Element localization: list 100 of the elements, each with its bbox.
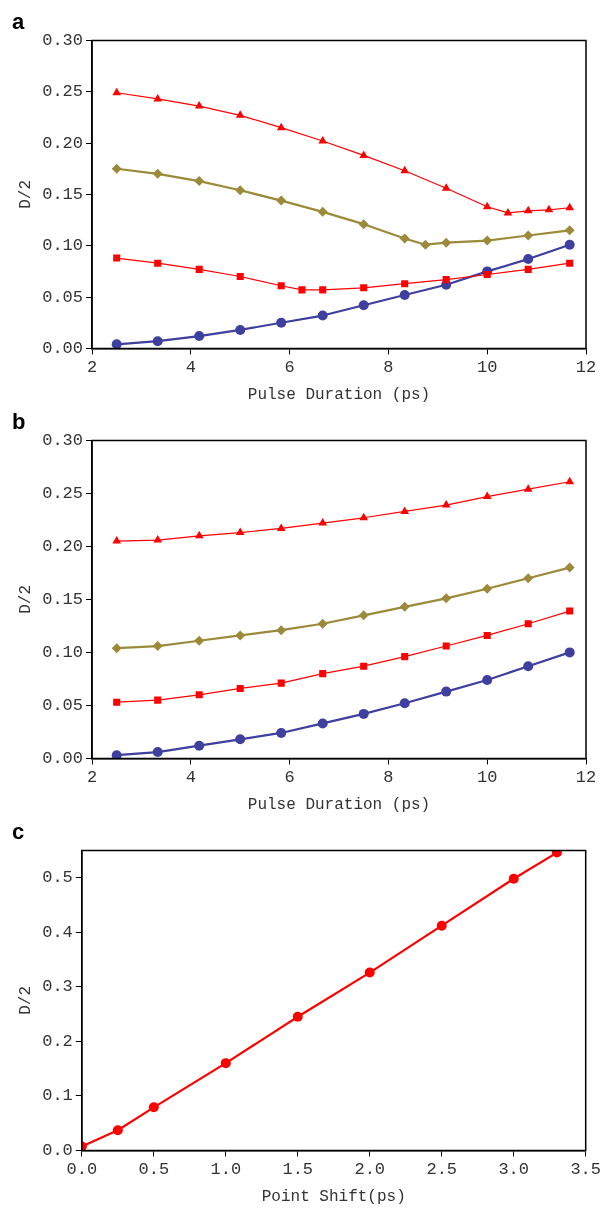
chart-title: a [12, 9, 25, 35]
x-axis-title: Point Shift(ps) [261, 1187, 406, 1206]
y-tick-label: 0.0 [42, 1140, 73, 1160]
point [523, 573, 534, 584]
x-tick-label: 10 [477, 358, 498, 378]
point [318, 136, 328, 144]
point [235, 527, 245, 536]
point [111, 643, 122, 654]
point [235, 630, 246, 641]
y-tick-label: 0.05 [42, 287, 84, 307]
y-tick-label: 0.05 [42, 695, 84, 715]
x-tick-label: 0.5 [138, 1160, 170, 1180]
point [441, 686, 452, 697]
point [277, 282, 285, 290]
y-axis-title: D/2 [16, 584, 35, 614]
point [564, 239, 575, 250]
point [566, 607, 574, 615]
point [359, 150, 369, 158]
point [358, 300, 369, 311]
point [399, 290, 410, 301]
point [483, 631, 491, 639]
x-tick-label: 2.0 [354, 1160, 386, 1180]
point [441, 593, 452, 604]
point [358, 219, 369, 230]
point [566, 259, 574, 267]
y-tick-label: 0.10 [42, 642, 84, 662]
y-tick-label: 0.15 [42, 589, 84, 609]
point [276, 625, 287, 636]
point [277, 679, 285, 687]
point [565, 202, 575, 211]
y-tick-label: 0.15 [42, 184, 84, 204]
point [194, 740, 205, 751]
point [441, 237, 452, 248]
point [195, 691, 203, 699]
point [482, 235, 493, 246]
point [194, 101, 204, 109]
x-tick-label: 4 [185, 358, 196, 378]
x-tick-label: 2 [86, 358, 98, 378]
point [152, 641, 163, 652]
point [317, 206, 328, 217]
point [317, 618, 328, 629]
point [364, 967, 375, 978]
point [153, 93, 163, 102]
y-tick-label: 0.10 [42, 236, 84, 256]
x-tick-label: 1.0 [210, 1160, 242, 1180]
point [111, 163, 122, 174]
y-tick-label: 0.3 [42, 977, 73, 997]
point [441, 500, 451, 508]
point [551, 850, 562, 858]
point [154, 696, 162, 704]
point [399, 698, 410, 709]
y-tick-label: 0.25 [42, 483, 84, 503]
y-tick-label: 0.30 [42, 430, 84, 450]
x-tick-label: 1.5 [282, 1160, 314, 1180]
point [220, 1058, 231, 1069]
point [276, 195, 287, 206]
point [524, 265, 532, 273]
point [523, 254, 534, 265]
x-tick-label: 6 [284, 358, 295, 378]
x-tick-label: 6 [284, 768, 295, 788]
x-tick-label: 3.0 [498, 1160, 530, 1180]
point [292, 1011, 303, 1022]
point [235, 734, 246, 745]
point [153, 535, 163, 543]
point [523, 230, 534, 241]
point [112, 1125, 123, 1136]
point [236, 684, 244, 692]
point [276, 523, 286, 531]
point [194, 635, 205, 646]
point [399, 233, 410, 244]
y-tick-label: 0.2 [42, 1031, 73, 1051]
point [503, 207, 513, 216]
point [564, 562, 575, 573]
point [483, 270, 491, 279]
point [235, 185, 246, 196]
point [482, 583, 493, 594]
y-tick-label: 0.25 [42, 82, 84, 102]
point [564, 225, 575, 236]
point [112, 536, 122, 544]
point [111, 339, 122, 349]
point [148, 1102, 159, 1113]
y-tick-label: 0.00 [42, 748, 84, 768]
point [400, 165, 410, 174]
point [401, 653, 409, 661]
point [298, 286, 306, 294]
point [508, 873, 519, 884]
chart-title: b [12, 409, 26, 435]
point [400, 506, 410, 514]
point [360, 662, 368, 670]
point [565, 476, 575, 485]
point [317, 310, 328, 321]
point [544, 204, 554, 213]
y-tick-label: 0.20 [42, 536, 84, 556]
point [113, 698, 121, 706]
point [523, 205, 533, 214]
point [360, 284, 368, 292]
point [319, 286, 327, 294]
point [442, 276, 450, 284]
point [276, 317, 287, 328]
point [235, 110, 245, 118]
